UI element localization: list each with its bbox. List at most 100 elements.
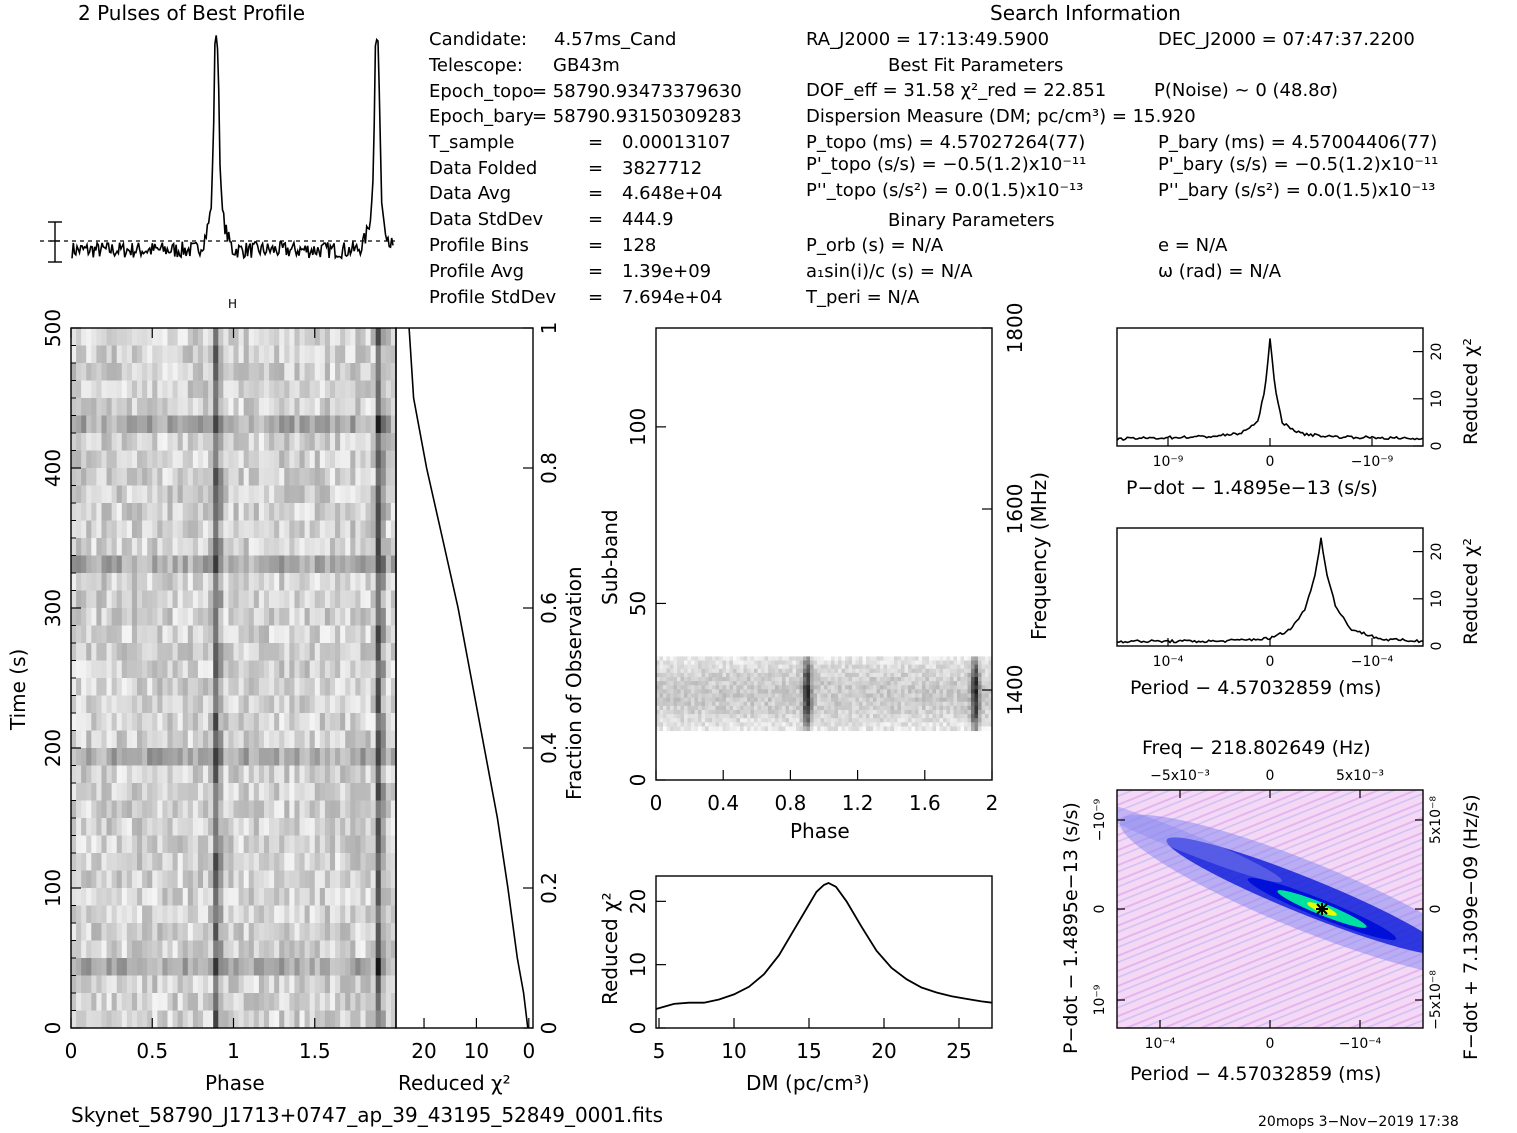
subband-cell (813, 722, 818, 727)
time-phase-cell (192, 1010, 199, 1029)
time-phase-cell (324, 643, 331, 661)
subband-cell (768, 677, 772, 682)
subband-cell (866, 697, 870, 703)
subband-cell (890, 714, 895, 719)
time-phase-cell (213, 888, 219, 906)
subband-cell (890, 701, 895, 707)
subband-cell (813, 660, 818, 666)
time-phase-cell (228, 503, 234, 521)
subband-cell (656, 656, 660, 662)
time-phase-cell (289, 468, 295, 486)
subband-cell (701, 656, 706, 662)
time-phase-cell (203, 520, 209, 539)
subband-cell (733, 709, 737, 715)
subband-cell (862, 701, 867, 707)
subband-cell (708, 709, 713, 715)
filename-label: Skynet_58790_J1713+0747_ap_39_43195_5284… (71, 1103, 663, 1127)
subband-cell (698, 726, 702, 732)
time-phase-cell (116, 905, 123, 924)
time-phase-cell (96, 608, 102, 626)
subband-cell (673, 668, 678, 674)
time-phase-cell (76, 555, 82, 574)
time-phase-cell (111, 590, 118, 609)
subband-cell (953, 722, 958, 727)
time-phase-cell (233, 975, 240, 994)
time-phase-cell (360, 870, 367, 889)
subband-cell (880, 705, 884, 711)
subband-cell (887, 664, 891, 670)
time-phase-cell (152, 870, 158, 889)
time-phase-cell (360, 590, 367, 609)
subband-cell (834, 677, 839, 682)
time-phase-cell (309, 818, 316, 836)
time-phase-cell (96, 713, 102, 731)
time-phase-cell (329, 678, 336, 696)
time-phase-cell (294, 625, 301, 644)
time-phase-cell (218, 1010, 224, 1029)
subband-cell (929, 681, 933, 686)
subband-cell (771, 681, 776, 686)
time-phase-cell (81, 380, 87, 399)
time-phase-cell (157, 625, 163, 644)
subband-cell (869, 718, 874, 723)
time-phase-cell (299, 958, 306, 976)
subband-cell (712, 726, 716, 732)
subband-cell (722, 668, 727, 674)
subband-cell (806, 705, 811, 711)
subband-cell (985, 681, 989, 686)
time-phase-cell (269, 433, 275, 451)
time-phase-cell (274, 660, 280, 679)
time-phase-cell (294, 888, 301, 906)
subband-cell (666, 672, 671, 678)
time-phase-cell (187, 853, 194, 871)
time-phase-cell (203, 503, 209, 521)
time-phase-cell (147, 345, 153, 364)
time-phase-cell (365, 695, 372, 714)
time-phase-cell (263, 520, 270, 539)
time-phase-cell (375, 380, 382, 399)
time-phase-cell (121, 398, 128, 416)
subband-cell (908, 722, 912, 727)
subband-cell (715, 693, 720, 699)
subband-cell (764, 668, 769, 674)
time-phase-cell (152, 643, 158, 661)
time-phase-cell (106, 853, 113, 871)
time-phase-cell (274, 713, 280, 731)
time-phase-cell (111, 398, 118, 416)
time-phase-cell (309, 468, 316, 486)
subband-cell (684, 668, 688, 674)
time-phase-cell (101, 870, 108, 889)
time-phase-cell (355, 660, 361, 679)
time-phase-cell (172, 818, 179, 836)
time-phase-cell (86, 748, 92, 766)
time-phase-cell (96, 853, 102, 871)
time-phase-cell (309, 905, 316, 924)
time-phase-cell (157, 923, 163, 941)
subband-cell (687, 668, 692, 674)
subband-cell (827, 672, 832, 678)
time-phase-cell (258, 625, 265, 644)
time-phase-cell (370, 888, 377, 906)
subband-cell (834, 685, 839, 690)
subband-cell (904, 668, 909, 674)
time-phase-cell (385, 398, 392, 416)
time-phase-cell (233, 905, 240, 924)
time-phase-cell (81, 503, 87, 521)
time-phase-cell (121, 923, 128, 941)
time-phase-cell (375, 468, 382, 486)
time-phase-cell (162, 818, 168, 836)
subband-cell (666, 685, 671, 690)
time-phase-cell (248, 870, 255, 889)
time-phase-cell (238, 503, 245, 521)
time-phase-cell (284, 765, 290, 784)
time-phase-cell (284, 503, 290, 521)
time-phase-cell (375, 678, 382, 696)
time-phase-cell (390, 958, 397, 976)
time-phase-cell (172, 608, 179, 626)
subband-cell (729, 701, 734, 707)
subband-cell (701, 705, 706, 711)
subband-cell (680, 722, 685, 727)
time-phase-cell (360, 783, 367, 801)
time-phase-cell (182, 415, 189, 434)
time-phase-cell (142, 398, 148, 416)
